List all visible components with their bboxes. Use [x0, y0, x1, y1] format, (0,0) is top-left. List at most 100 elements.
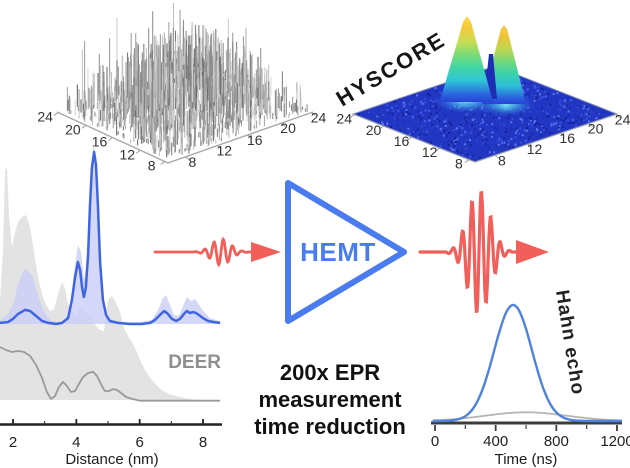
speckle: [453, 148, 456, 151]
speckle: [455, 138, 458, 141]
speckle: [544, 95, 547, 98]
speckle: [443, 120, 446, 123]
deer-tick-label: 6: [136, 434, 144, 451]
speckle: [439, 127, 442, 130]
speckle: [410, 100, 413, 103]
speckle: [412, 130, 415, 133]
speckle: [514, 127, 517, 130]
speckle: [476, 140, 478, 143]
speckle: [533, 121, 536, 124]
speckle: [529, 135, 532, 138]
speckle: [538, 98, 541, 101]
speckle: [427, 140, 430, 143]
speckle: [477, 121, 480, 124]
speckle: [476, 120, 479, 123]
noisy-3d-plot: 24 20 16 12 8 8 12 16 20 24: [37, 3, 327, 173]
speckle: [580, 114, 583, 117]
speckle: [424, 124, 427, 127]
speckle: [434, 87, 437, 90]
hahn-tick-label: 1200: [600, 433, 630, 450]
speckle: [541, 130, 544, 132]
speckle: [510, 138, 513, 141]
speckle: [546, 109, 549, 112]
speckle: [418, 129, 421, 132]
axis-tick: [407, 136, 412, 141]
tick-label: 20: [366, 122, 382, 138]
speckle: [434, 133, 437, 136]
speckle: [519, 141, 522, 144]
speckle: [417, 127, 420, 130]
speckle: [565, 110, 568, 113]
speckle: [419, 118, 422, 121]
speckle: [417, 118, 420, 121]
speckle: [490, 140, 493, 143]
speckle: [486, 123, 489, 126]
tick-label: 24: [336, 110, 352, 126]
speckle: [540, 131, 542, 134]
speckle: [565, 117, 568, 120]
speckle: [457, 137, 460, 140]
speckle: [558, 102, 561, 105]
speckle: [571, 118, 574, 121]
speckle: [392, 109, 395, 112]
speckle: [407, 113, 410, 116]
speckle: [583, 121, 586, 124]
speckle: [538, 90, 541, 93]
speckle: [464, 150, 467, 153]
speckle: [543, 90, 546, 93]
speckle: [553, 116, 556, 118]
speckle: [376, 107, 379, 109]
speckle: [592, 108, 595, 111]
speckle: [556, 92, 559, 95]
speckle: [480, 130, 482, 133]
speckle: [476, 153, 478, 156]
speckle: [401, 111, 404, 114]
hyscore-axis-lines: [352, 113, 618, 163]
output-arrow-icon: [516, 240, 549, 264]
speckle: [459, 123, 462, 126]
speckle: [501, 131, 504, 134]
speckle: [376, 108, 379, 111]
hyscore-tick-labels: 24 20 16 12 8 8 12 16 20 24: [336, 110, 630, 171]
speckle: [413, 115, 416, 118]
speckle: [458, 117, 461, 120]
speckle: [535, 117, 538, 120]
speckle: [461, 127, 464, 130]
speckle: [536, 122, 539, 125]
speckle: [493, 116, 496, 119]
axis-tick: [379, 125, 384, 130]
speckle: [461, 149, 463, 152]
speckle: [433, 117, 436, 120]
speckle: [407, 127, 410, 130]
speckle: [436, 119, 439, 122]
speckle: [444, 119, 447, 122]
speckle: [454, 118, 456, 121]
speckle: [516, 129, 519, 132]
speckle: [421, 110, 423, 113]
speckle: [436, 107, 439, 110]
speckle: [498, 131, 501, 134]
speckle: [549, 115, 552, 118]
hahn-tick-label: 0: [431, 433, 439, 450]
speckle: [423, 97, 426, 100]
speckle: [428, 109, 431, 112]
speckle: [530, 117, 533, 120]
speckle: [547, 93, 549, 96]
speckle: [511, 127, 514, 130]
speckle: [397, 120, 400, 123]
speckle: [474, 135, 477, 138]
output-wavepacket: [418, 190, 519, 314]
speckle: [472, 112, 475, 115]
speckle: [408, 133, 411, 135]
speckle: [401, 110, 404, 113]
speckle: [558, 128, 561, 131]
speckle: [446, 141, 449, 144]
speckle: [533, 116, 535, 118]
speckle: [557, 127, 560, 130]
speckle: [448, 132, 451, 134]
speckle: [528, 82, 531, 85]
axis-tick: [247, 134, 253, 139]
speckle: [524, 93, 526, 96]
speckle: [554, 124, 557, 127]
speckle: [549, 105, 552, 108]
